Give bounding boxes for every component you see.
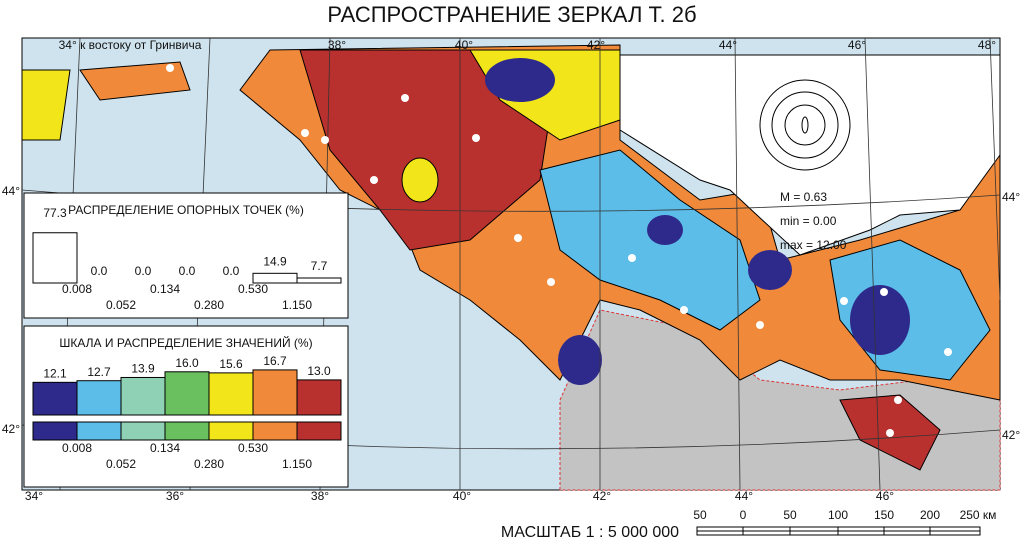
scale-bar: [120, 376, 166, 416]
color-swatch: [32, 421, 78, 441]
scale-value: 16.0: [175, 356, 199, 370]
bound-label: 1.150: [282, 457, 312, 471]
longitude-label: 46°: [848, 38, 866, 52]
bound-label: 0.280: [194, 298, 224, 312]
scale-bar: [164, 371, 210, 416]
bound-label: 0.530: [238, 441, 268, 455]
longitude-label: 44°: [735, 489, 753, 503]
point-value: 14.9: [263, 254, 287, 268]
scale-bar: [252, 369, 298, 416]
longitude-label: 38°: [328, 38, 346, 52]
scale-bar: [696, 526, 981, 536]
point-value: 0.0: [91, 264, 108, 278]
latitude-label: 44°: [1002, 190, 1020, 204]
stat-max: max = 12.00: [780, 238, 847, 252]
scale-value: 12.7: [87, 365, 111, 379]
bound-label: 0.280: [194, 457, 224, 471]
scale-tick: 50: [693, 508, 707, 522]
bound-label: 1.150: [282, 298, 312, 312]
scale-value: 16.7: [263, 354, 287, 368]
scale-tick: 50: [783, 508, 797, 522]
point-value: 0.0: [179, 264, 196, 278]
scale-value: 13.0: [307, 364, 331, 378]
scale-value: 13.9: [131, 362, 155, 376]
longitude-label: 36°: [166, 489, 184, 503]
legend-points-box: [23, 192, 349, 319]
bound-label: 0.530: [238, 282, 268, 296]
title: РАСПРОСТРАНЕНИЕ ЗЕРКАЛ Т. 2б: [327, 2, 696, 27]
longitude-label: 48°: [978, 38, 996, 52]
color-swatch: [76, 421, 122, 441]
color-swatch: [296, 421, 342, 441]
scale-tick: 100: [828, 508, 848, 522]
color-swatch: [252, 421, 298, 441]
color-swatch: [208, 421, 254, 441]
longitude-label: 40°: [455, 38, 473, 52]
longitude-label: 34° к востоку от Гринвича: [59, 38, 202, 52]
point-value: 0.0: [135, 264, 152, 278]
point-value: 77.3: [43, 206, 67, 220]
longitude-label: 42°: [587, 38, 605, 52]
point-bar: [32, 232, 78, 284]
scale-tick: 200: [920, 508, 940, 522]
longitude-label: 46°: [876, 489, 894, 503]
bound-label: 0.134: [150, 441, 180, 455]
longitude-label: 38°: [311, 489, 329, 503]
stat-min: min = 0.00: [780, 214, 837, 228]
legend-title: РАСПРЕДЕЛЕНИЕ ОПОРНЫХ ТОЧЕК (%): [68, 203, 304, 217]
longitude-label: 34°: [25, 489, 43, 503]
bound-label: 0.008: [62, 441, 92, 455]
bound-label: 0.052: [106, 298, 136, 312]
longitude-label: 44°: [719, 38, 737, 52]
point-value: 0.0: [223, 264, 240, 278]
color-swatch: [164, 421, 210, 441]
point-value: 7.7: [311, 259, 328, 273]
scale-tick: 150: [874, 508, 894, 522]
scale-value: 15.6: [219, 357, 243, 371]
scale-bar: [208, 372, 254, 416]
point-bar: [296, 277, 342, 284]
scale-label: МАСШТАБ 1 : 5 000 000: [501, 524, 679, 541]
stat-mean: M = 0.63: [780, 190, 827, 204]
latitude-label: 44°: [2, 184, 20, 198]
longitude-label: 40°: [453, 489, 471, 503]
bound-label: 0.008: [62, 282, 92, 296]
bound-label: 0.134: [150, 282, 180, 296]
scale-value: 12.1: [43, 367, 67, 381]
legend-title: ШКАЛА И РАСПРЕДЕЛЕНИЕ ЗНАЧЕНИЙ (%): [59, 335, 312, 350]
scale-bar: [32, 381, 78, 416]
longitude-label: 42°: [593, 489, 611, 503]
scale-bar: [76, 380, 122, 416]
latitude-label: 42°: [2, 422, 20, 436]
color-swatch: [120, 421, 166, 441]
bound-label: 0.052: [106, 457, 136, 471]
latitude-label: 42°: [1002, 428, 1020, 442]
scale-bar: [296, 379, 342, 416]
scale-tick: 0: [740, 508, 747, 522]
scale-tick: 250 км: [960, 508, 997, 522]
map: [21, 37, 1001, 491]
